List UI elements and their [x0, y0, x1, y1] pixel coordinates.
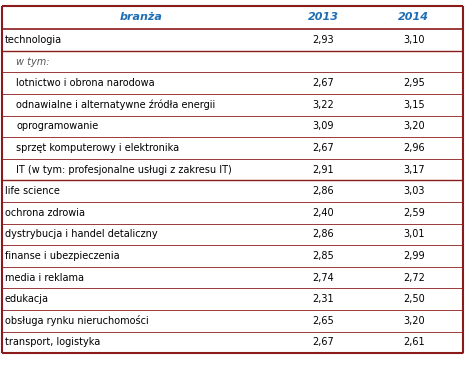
Text: 2,93: 2,93: [312, 35, 334, 45]
Text: 2,74: 2,74: [312, 273, 334, 283]
Text: 2014: 2014: [399, 13, 429, 22]
Text: odnawialne i alternatywne źródła energii: odnawialne i alternatywne źródła energii: [16, 100, 215, 110]
Text: ochrona zdrowia: ochrona zdrowia: [5, 208, 85, 218]
Text: 2,50: 2,50: [403, 294, 425, 304]
Text: finanse i ubezpieczenia: finanse i ubezpieczenia: [5, 251, 120, 261]
Text: lotnictwo i obrona narodowa: lotnictwo i obrona narodowa: [16, 78, 155, 88]
Text: 2,72: 2,72: [403, 273, 425, 283]
Text: life science: life science: [5, 186, 60, 196]
Text: 3,15: 3,15: [403, 100, 425, 110]
Text: transport, logistyka: transport, logistyka: [5, 337, 100, 348]
Text: 2,99: 2,99: [403, 251, 425, 261]
Text: 2,67: 2,67: [312, 337, 334, 348]
Text: 3,17: 3,17: [403, 164, 425, 175]
Text: obsługa rynku nieruchomości: obsługa rynku nieruchomości: [5, 315, 148, 326]
Text: 2013: 2013: [308, 13, 339, 22]
Text: 3,20: 3,20: [403, 316, 425, 326]
Text: sprzęt komputerowy i elektronika: sprzęt komputerowy i elektronika: [16, 143, 179, 153]
Text: IT (w tym: profesjonalne usługi z zakresu IT): IT (w tym: profesjonalne usługi z zakres…: [16, 164, 232, 175]
Text: 2,67: 2,67: [312, 143, 334, 153]
Text: oprogramowanie: oprogramowanie: [16, 121, 99, 132]
Text: 2,86: 2,86: [312, 186, 334, 196]
Text: 2,65: 2,65: [312, 316, 334, 326]
Text: dystrybucja i handel detaliczny: dystrybucja i handel detaliczny: [5, 229, 157, 240]
Text: media i reklama: media i reklama: [5, 273, 84, 283]
Text: 2,95: 2,95: [403, 78, 425, 88]
Text: 2,91: 2,91: [312, 164, 334, 175]
Text: 3,09: 3,09: [312, 121, 334, 132]
Text: 2,85: 2,85: [312, 251, 334, 261]
Text: edukacja: edukacja: [5, 294, 49, 304]
Text: 2,31: 2,31: [312, 294, 334, 304]
Text: 2,40: 2,40: [312, 208, 334, 218]
Text: 3,01: 3,01: [403, 229, 425, 240]
Text: 2,61: 2,61: [403, 337, 425, 348]
Text: 2,86: 2,86: [312, 229, 334, 240]
Text: technologia: technologia: [5, 35, 62, 45]
Text: branża: branża: [119, 13, 162, 22]
Text: 2,59: 2,59: [403, 208, 425, 218]
Text: 3,10: 3,10: [403, 35, 425, 45]
Text: 2,96: 2,96: [403, 143, 425, 153]
Text: 2,67: 2,67: [312, 78, 334, 88]
Text: 3,22: 3,22: [312, 100, 334, 110]
Text: 3,03: 3,03: [403, 186, 425, 196]
Text: 3,20: 3,20: [403, 121, 425, 132]
Text: w tym:: w tym:: [16, 56, 50, 67]
